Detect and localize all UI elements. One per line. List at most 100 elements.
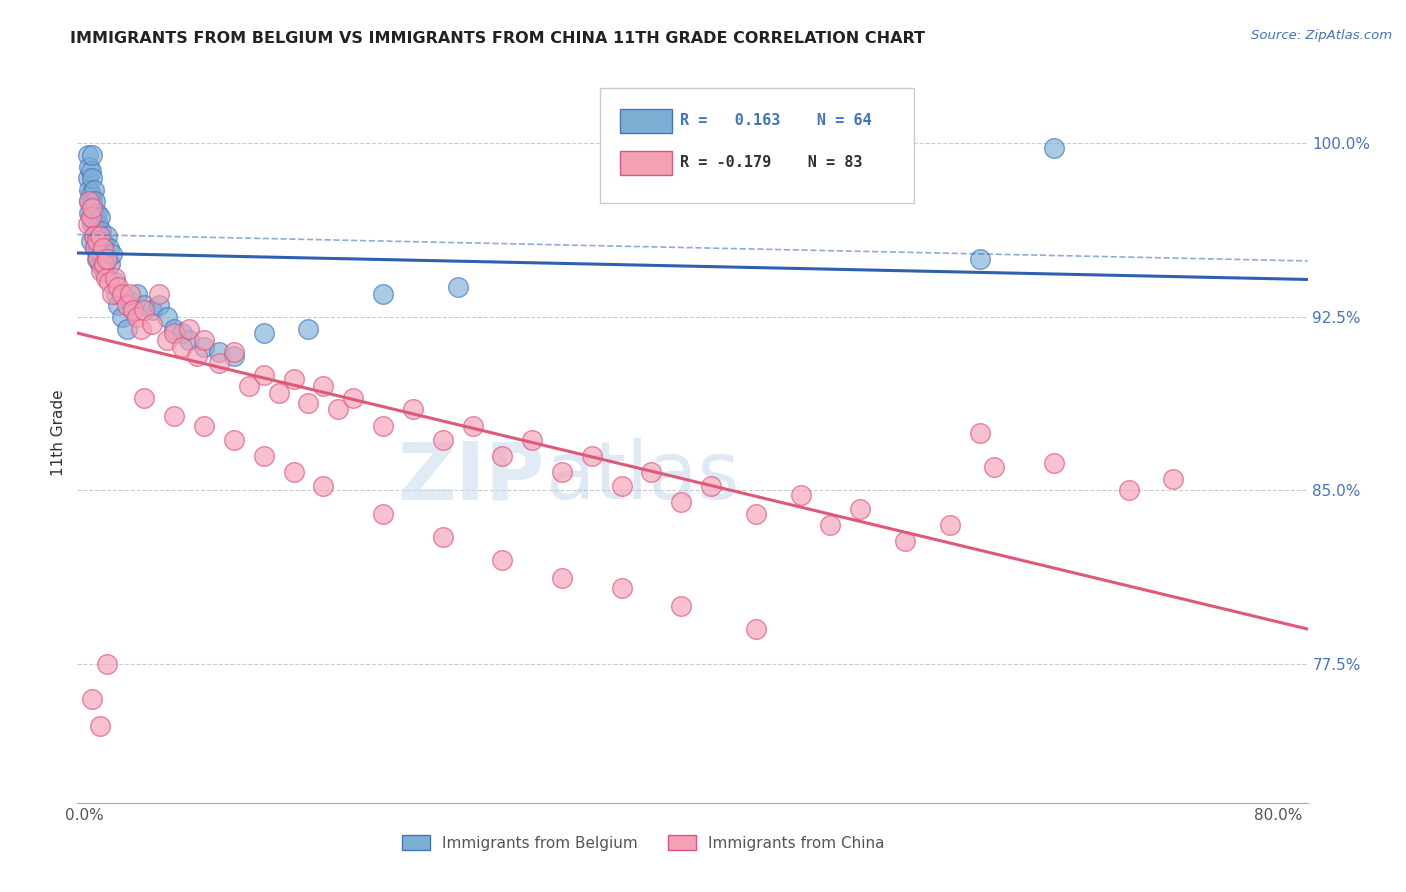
Point xyxy=(115,298,138,312)
Point xyxy=(105,286,128,301)
Point xyxy=(91,240,114,254)
Point xyxy=(267,386,290,401)
Point xyxy=(253,326,276,340)
Point xyxy=(820,518,842,533)
Point xyxy=(76,171,98,186)
Point xyxy=(163,321,186,335)
Point xyxy=(193,333,215,347)
Point xyxy=(222,344,245,359)
Point xyxy=(186,349,208,363)
Point xyxy=(745,622,768,636)
Point xyxy=(193,418,215,433)
Point xyxy=(96,229,118,244)
Point xyxy=(111,286,134,301)
Point xyxy=(96,252,118,266)
Point xyxy=(89,229,111,244)
Point xyxy=(125,286,148,301)
Point xyxy=(84,240,107,254)
Point xyxy=(94,252,117,266)
Point xyxy=(134,303,156,318)
Point xyxy=(77,183,100,197)
Point xyxy=(82,201,104,215)
Point xyxy=(86,229,108,244)
Point xyxy=(80,234,103,248)
Point xyxy=(77,194,100,209)
FancyBboxPatch shape xyxy=(620,109,672,133)
Point xyxy=(170,326,193,340)
Point xyxy=(100,286,122,301)
Point xyxy=(90,247,112,261)
Point xyxy=(94,270,117,285)
Text: R = -0.179    N = 83: R = -0.179 N = 83 xyxy=(681,155,863,169)
Point xyxy=(89,211,111,225)
Point xyxy=(156,310,179,324)
Point xyxy=(77,160,100,174)
Point xyxy=(520,433,543,447)
Point xyxy=(297,395,319,409)
Point xyxy=(700,479,723,493)
Point xyxy=(238,379,260,393)
FancyBboxPatch shape xyxy=(600,88,914,203)
Point xyxy=(82,171,104,186)
Point xyxy=(86,234,108,248)
Point xyxy=(671,599,693,614)
Point xyxy=(80,211,103,225)
Point xyxy=(1043,141,1066,155)
Point xyxy=(77,194,100,209)
Point xyxy=(77,206,100,220)
Y-axis label: 11th Grade: 11th Grade xyxy=(51,389,66,476)
Point xyxy=(610,479,633,493)
Point xyxy=(312,379,335,393)
Point xyxy=(86,252,108,266)
Text: R =   0.163    N = 64: R = 0.163 N = 64 xyxy=(681,112,872,128)
Point xyxy=(222,349,245,363)
Point xyxy=(1163,472,1185,486)
Point xyxy=(148,286,170,301)
Point xyxy=(938,518,960,533)
Point xyxy=(87,240,110,254)
Point xyxy=(96,252,118,266)
Point xyxy=(222,433,245,447)
Point xyxy=(170,340,193,354)
Point xyxy=(969,252,991,266)
Point xyxy=(671,495,693,509)
Point xyxy=(789,488,811,502)
Point xyxy=(208,344,231,359)
Point xyxy=(491,449,513,463)
Point xyxy=(1118,483,1140,498)
Point xyxy=(342,391,364,405)
Point xyxy=(402,402,425,417)
Point xyxy=(111,310,134,324)
Point xyxy=(90,263,112,277)
Point xyxy=(371,507,394,521)
Point xyxy=(80,164,103,178)
Point xyxy=(163,326,186,340)
Point xyxy=(179,333,201,347)
Point xyxy=(89,719,111,733)
Point xyxy=(148,298,170,312)
Point xyxy=(118,293,141,308)
Point xyxy=(491,553,513,567)
Point xyxy=(84,240,107,254)
Point xyxy=(849,502,872,516)
Point xyxy=(125,310,148,324)
Point xyxy=(104,270,127,285)
Point xyxy=(84,218,107,232)
Text: Source: ZipAtlas.com: Source: ZipAtlas.com xyxy=(1251,29,1392,42)
Legend: Immigrants from Belgium, Immigrants from China: Immigrants from Belgium, Immigrants from… xyxy=(402,835,884,851)
Point xyxy=(328,402,350,417)
FancyBboxPatch shape xyxy=(620,152,672,175)
Point xyxy=(640,465,662,479)
Point xyxy=(76,148,98,162)
Point xyxy=(87,252,110,266)
Point xyxy=(76,218,98,232)
Point xyxy=(179,321,201,335)
Point xyxy=(93,263,115,277)
Point xyxy=(83,229,105,244)
Point xyxy=(80,211,103,225)
Point xyxy=(82,691,104,706)
Point xyxy=(82,194,104,209)
Point xyxy=(193,340,215,354)
Point xyxy=(283,465,305,479)
Point xyxy=(118,286,141,301)
